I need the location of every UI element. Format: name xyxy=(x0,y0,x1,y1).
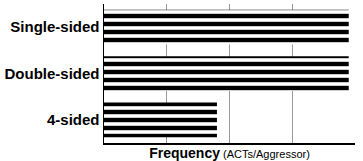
svg-text:Double-sided: Double-sided xyxy=(4,65,99,82)
svg-text:4-sided: 4-sided xyxy=(47,111,100,128)
svg-text:Single-sided: Single-sided xyxy=(10,18,99,35)
svg-text:Frequency (ACTs/Aggressor): Frequency (ACTs/Aggressor) xyxy=(149,145,310,161)
